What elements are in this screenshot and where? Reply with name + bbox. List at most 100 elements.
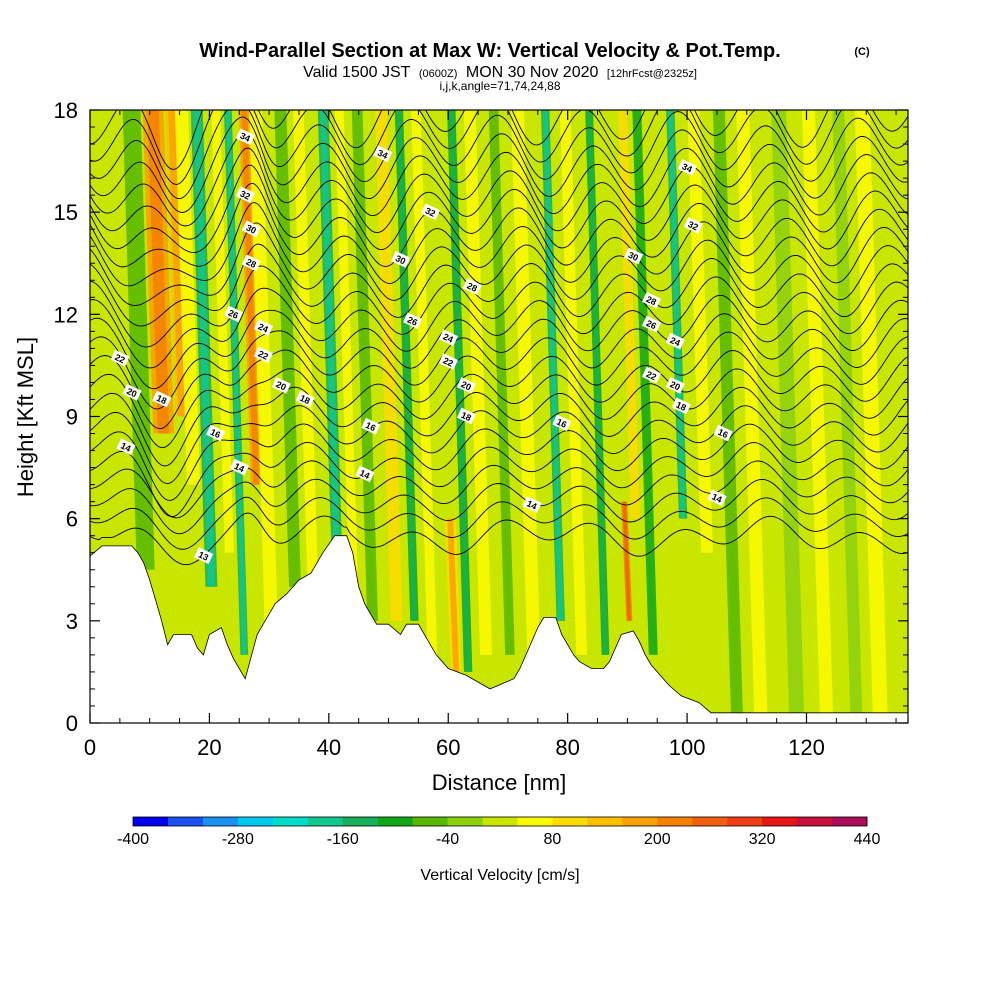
theta-contour-25 <box>90 287 908 369</box>
contour-label-bg <box>110 349 130 367</box>
theta-contour-32 <box>90 147 908 240</box>
contour-label-text: 26 <box>645 318 658 331</box>
colorbar-frame <box>132 816 868 827</box>
velocity-band <box>274 110 301 587</box>
contour-label-text: 34 <box>239 131 252 144</box>
x-tick-label: 40 <box>317 735 341 760</box>
colorbar-segment <box>307 817 344 826</box>
theta-contour-labels: 34 32 30 28 26 24 22 20 18 16 14 13 22 20 18 14 34 32 30 28… <box>110 128 733 565</box>
contour-label-text: 26 <box>227 308 240 321</box>
contour-label-bg <box>462 278 482 296</box>
colorbar-label: 440 <box>854 831 881 848</box>
velocity-band-core <box>241 110 260 485</box>
contour-label-bg <box>641 291 662 309</box>
velocity-band-core <box>447 518 460 672</box>
contour-label-bg <box>235 128 255 146</box>
contour-label-bg <box>253 319 273 336</box>
y-tick-label: 6 <box>66 507 78 532</box>
velocity-bands <box>122 110 888 713</box>
velocity-band <box>618 110 640 519</box>
colorbar-segment <box>447 817 484 826</box>
contour-label-bg <box>623 247 644 265</box>
colorbar-segment <box>412 817 449 826</box>
theta-contour-label: 22 <box>110 349 130 367</box>
velocity-band <box>488 110 515 655</box>
velocity-band <box>832 110 863 713</box>
theta-contour-24 <box>90 309 908 390</box>
contour-label-bg <box>355 465 375 483</box>
colorbar-label: 80 <box>544 831 562 848</box>
contour-label-bg <box>235 186 255 204</box>
contour-label-text: 22 <box>442 355 455 368</box>
theta-contour-label: 34 <box>373 145 393 163</box>
contour-label-bg <box>229 458 250 476</box>
contour-label-text: 16 <box>364 420 377 433</box>
x-tick-label: 20 <box>197 735 221 760</box>
contour-label-bg <box>665 332 685 350</box>
contour-label-text: 14 <box>233 461 246 474</box>
theta-contour-label: 22 <box>641 366 662 384</box>
x-tick-label: 120 <box>788 735 825 760</box>
theta-contour-label: 28 <box>462 278 482 296</box>
contour-label-bg <box>194 547 214 565</box>
colorbar-segment <box>377 817 414 826</box>
contour-label-text: 22 <box>645 369 658 382</box>
theta-contour-label: 18 <box>456 407 476 425</box>
contour-label-text: 30 <box>245 223 258 236</box>
theta-contour-19 <box>90 405 908 485</box>
velocity-band-core <box>147 110 170 434</box>
theta-contour-label: 26 <box>641 315 662 333</box>
contour-label-bg <box>116 438 136 456</box>
theta-contour-label: 14 <box>116 438 136 456</box>
velocity-band <box>801 110 833 713</box>
x-tick-label: 60 <box>436 735 460 760</box>
theta-contour-21 <box>90 368 908 449</box>
theta-contour-34 <box>90 116 908 213</box>
velocity-band <box>854 110 888 713</box>
theta-contour-label: 30 <box>623 247 644 265</box>
contour-label-bg <box>641 366 662 384</box>
theta-contour-label: 24 <box>665 332 685 350</box>
y-tick-label: 3 <box>66 609 78 634</box>
colorbar: -400 -280 -160 -40 80 200 320 440 <box>117 816 881 848</box>
velocity-band-core <box>396 110 417 621</box>
theta-contour-16 <box>90 460 908 519</box>
colorbar-label: -160 <box>327 831 359 848</box>
contour-label-bg <box>552 414 572 432</box>
velocity-band <box>411 110 438 655</box>
theta-contour-label: 18 <box>671 397 691 415</box>
contour-label-text: 22 <box>113 352 126 365</box>
colorbar-label: 320 <box>749 831 776 848</box>
colorbar-segment <box>552 817 588 826</box>
theta-contour-14 <box>90 496 908 550</box>
contour-label-text: 16 <box>555 417 568 430</box>
theta-contour-22 <box>90 349 908 430</box>
contour-label-text: 28 <box>245 257 258 270</box>
velocity-band <box>292 110 319 587</box>
colorbar-segment <box>692 817 728 826</box>
theta-contour-15 <box>90 478 908 535</box>
contour-label-bg <box>253 346 273 364</box>
theta-contour-label: 28 <box>241 254 261 272</box>
theta-contour-36 <box>90 110 908 185</box>
theta-contour-label: 14 <box>355 465 375 483</box>
subtitle-date: MON 30 Nov 2020 <box>466 64 599 81</box>
colorbar-segment <box>727 817 763 826</box>
theta-contour-label: 34 <box>235 128 255 146</box>
colorbar-label: -400 <box>117 831 149 848</box>
theta-contour-label: 30 <box>241 220 261 238</box>
contour-label-text: 14 <box>119 441 132 454</box>
contour-label-text: 32 <box>686 219 699 232</box>
theta-contour-label: 24 <box>438 329 458 347</box>
theta-contours <box>90 110 908 566</box>
contour-label-text: 20 <box>460 379 473 392</box>
contour-label-bg <box>152 390 172 408</box>
x-axis-title: Distance [nm] <box>432 770 567 795</box>
velocity-band-core <box>193 110 215 587</box>
contour-label-text: 18 <box>155 393 168 406</box>
y-axis-title: Height [Kft MSL] <box>13 337 38 497</box>
contour-label-bg <box>271 376 291 394</box>
contour-label-bg <box>438 329 458 347</box>
theta-contour-28 <box>90 222 908 306</box>
